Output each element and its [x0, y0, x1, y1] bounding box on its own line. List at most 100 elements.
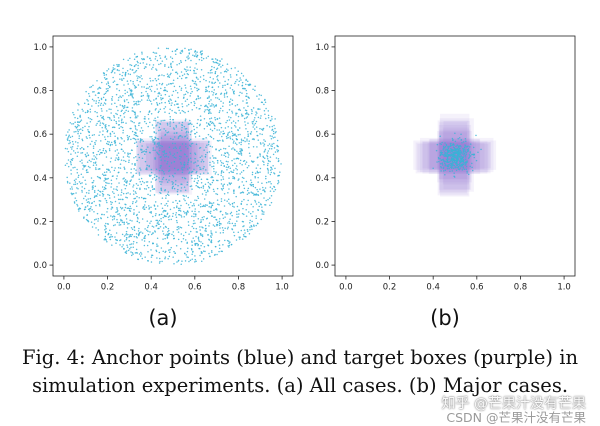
- anchor-point: [216, 193, 219, 196]
- anchor-point: [76, 168, 78, 171]
- anchor-point: [118, 120, 120, 122]
- anchor-point: [128, 183, 131, 185]
- anchor-point: [109, 85, 111, 88]
- anchor-point: [196, 131, 198, 134]
- anchor-point: [151, 178, 154, 180]
- anchor-point: [218, 247, 221, 250]
- anchor-point: [136, 55, 138, 58]
- anchor-point: [197, 78, 199, 80]
- anchor-point: [440, 159, 443, 161]
- anchor-point: [197, 179, 200, 182]
- anchor-point: [68, 134, 70, 136]
- anchor-point: [81, 186, 83, 188]
- anchor-point: [254, 176, 256, 179]
- anchor-point: [230, 130, 233, 133]
- anchor-point: [245, 89, 248, 92]
- anchor-point: [139, 188, 141, 191]
- anchor-point: [254, 175, 256, 178]
- anchor-point: [191, 177, 193, 180]
- anchor-point: [136, 77, 139, 79]
- anchor-point: [85, 218, 88, 221]
- anchor-point: [169, 115, 171, 118]
- anchor-point: [169, 98, 171, 100]
- anchor-point: [216, 253, 218, 256]
- anchor-point: [106, 216, 109, 219]
- anchor-point: [272, 132, 275, 135]
- anchor-point: [111, 218, 114, 221]
- anchor-point: [134, 87, 136, 89]
- anchor-point: [117, 156, 120, 159]
- anchor-point: [257, 222, 259, 225]
- anchor-point: [240, 202, 242, 205]
- anchor-point: [172, 182, 175, 184]
- anchor-point: [205, 122, 208, 124]
- anchor-point: [251, 215, 253, 218]
- anchor-point: [189, 138, 192, 141]
- anchor-point: [111, 216, 114, 218]
- anchor-point: [136, 195, 138, 198]
- anchor-point: [77, 109, 79, 111]
- anchor-point: [218, 129, 221, 131]
- anchor-point: [94, 161, 97, 163]
- anchor-point: [455, 169, 458, 172]
- anchor-point: [451, 153, 453, 155]
- anchor-point: [152, 66, 154, 69]
- anchor-point: [113, 80, 116, 82]
- anchor-point: [150, 256, 153, 258]
- anchor-point: [89, 111, 92, 113]
- anchor-point: [94, 141, 96, 144]
- anchor-point: [459, 147, 461, 150]
- anchor-point: [233, 133, 236, 136]
- anchor-point: [137, 115, 139, 117]
- anchor-point: [225, 92, 228, 95]
- anchor-point: [250, 203, 252, 205]
- anchor-point: [111, 166, 113, 169]
- anchor-point: [153, 138, 155, 141]
- anchor-point: [201, 235, 204, 238]
- anchor-point: [134, 113, 136, 116]
- anchor-point: [195, 62, 197, 65]
- anchor-point: [185, 130, 188, 133]
- anchor-point: [222, 130, 224, 132]
- panel-b-label: (b): [430, 306, 460, 330]
- anchor-point: [209, 111, 211, 113]
- anchor-point: [224, 216, 226, 218]
- anchor-point: [469, 152, 471, 154]
- anchor-point: [211, 81, 213, 83]
- y-tick-label: 0.0: [33, 261, 47, 271]
- anchor-point: [253, 128, 256, 130]
- anchor-point: [125, 196, 127, 198]
- anchor-point: [91, 140, 93, 143]
- anchor-point: [93, 211, 95, 213]
- anchor-point: [135, 141, 138, 143]
- anchor-point: [123, 166, 125, 168]
- anchor-point: [210, 68, 213, 71]
- anchor-point: [161, 60, 164, 62]
- anchor-point: [140, 91, 143, 94]
- y-tick-label: 1.0: [33, 43, 47, 53]
- anchor-point: [77, 132, 79, 135]
- anchor-point: [162, 154, 165, 156]
- anchor-point: [98, 91, 100, 94]
- anchor-point: [74, 197, 77, 199]
- anchor-point: [150, 103, 153, 105]
- anchor-point: [190, 48, 192, 51]
- anchor-point: [452, 143, 454, 145]
- anchor-point: [181, 143, 184, 145]
- anchor-point: [151, 185, 154, 187]
- anchor-point: [198, 240, 200, 242]
- anchor-point: [166, 122, 169, 125]
- anchor-point: [103, 74, 106, 76]
- anchor-point: [116, 154, 118, 156]
- anchor-point: [164, 101, 166, 104]
- anchor-point: [241, 81, 244, 84]
- anchor-point: [102, 174, 105, 177]
- anchor-point: [146, 99, 149, 101]
- anchor-point: [72, 111, 74, 114]
- anchor-point: [163, 74, 165, 77]
- anchor-point: [149, 211, 151, 214]
- anchor-point: [123, 100, 126, 103]
- anchor-point: [88, 159, 91, 162]
- anchor-point: [143, 181, 145, 184]
- anchor-point: [477, 151, 479, 154]
